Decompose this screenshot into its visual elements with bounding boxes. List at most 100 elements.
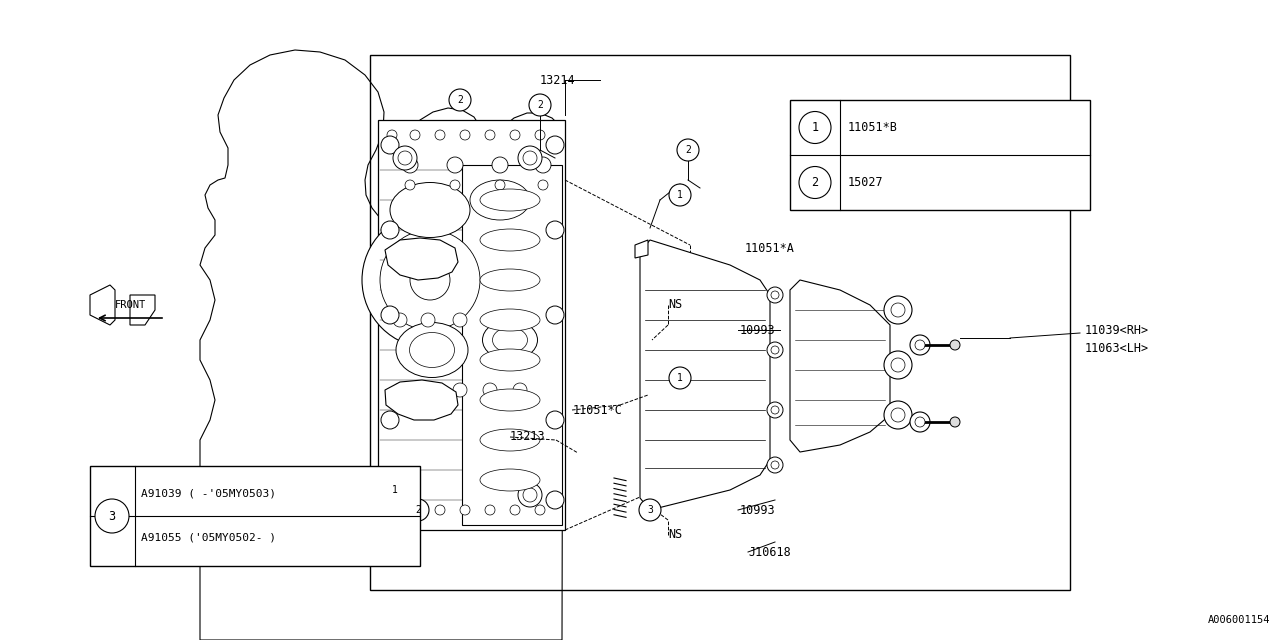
Polygon shape [131, 295, 155, 325]
Circle shape [799, 111, 831, 143]
Circle shape [547, 221, 564, 239]
Circle shape [387, 130, 397, 140]
Circle shape [950, 417, 960, 427]
Circle shape [387, 505, 397, 515]
Circle shape [915, 417, 925, 427]
Circle shape [639, 499, 660, 521]
Ellipse shape [470, 180, 530, 220]
Circle shape [910, 412, 931, 432]
Circle shape [447, 157, 463, 173]
Text: 10993: 10993 [740, 323, 776, 337]
Polygon shape [378, 120, 564, 530]
Circle shape [381, 491, 399, 509]
Circle shape [799, 166, 831, 198]
Circle shape [891, 358, 905, 372]
Circle shape [435, 130, 445, 140]
Circle shape [884, 296, 911, 324]
Circle shape [884, 351, 911, 379]
Circle shape [407, 499, 429, 521]
Ellipse shape [480, 429, 540, 451]
Circle shape [384, 479, 406, 501]
Text: 13214: 13214 [540, 74, 576, 86]
Circle shape [884, 401, 911, 429]
Text: 2: 2 [457, 95, 463, 105]
Polygon shape [385, 238, 458, 280]
Polygon shape [385, 380, 458, 420]
Circle shape [767, 402, 783, 418]
Polygon shape [635, 240, 648, 258]
Ellipse shape [480, 189, 540, 211]
Circle shape [767, 287, 783, 303]
Circle shape [410, 505, 420, 515]
Circle shape [398, 488, 412, 502]
Circle shape [404, 180, 415, 190]
Text: 2: 2 [415, 505, 421, 515]
Text: A91055 ('05MY0502- ): A91055 ('05MY0502- ) [141, 533, 276, 543]
Text: 13213: 13213 [509, 431, 545, 444]
Text: J10618: J10618 [748, 545, 791, 559]
Text: 2: 2 [685, 145, 691, 155]
Circle shape [449, 89, 471, 111]
Text: FRONT: FRONT [114, 300, 146, 310]
Circle shape [771, 406, 780, 414]
Text: 11051*C: 11051*C [573, 403, 623, 417]
Bar [370, 55, 1070, 590]
Text: 11039<RH>: 11039<RH> [1085, 323, 1149, 337]
Polygon shape [200, 50, 564, 640]
Circle shape [513, 383, 527, 397]
Text: 3: 3 [109, 509, 115, 522]
Text: 11063<LH>: 11063<LH> [1085, 342, 1149, 355]
Text: A91039 ( -'05MY0503): A91039 ( -'05MY0503) [141, 489, 276, 499]
Circle shape [950, 340, 960, 350]
Ellipse shape [410, 333, 454, 367]
Text: 11051*A: 11051*A [745, 241, 795, 255]
Circle shape [393, 146, 417, 170]
Circle shape [771, 461, 780, 469]
Circle shape [393, 383, 407, 397]
Circle shape [483, 383, 497, 397]
Ellipse shape [493, 328, 527, 353]
Circle shape [381, 136, 399, 154]
Circle shape [421, 313, 435, 327]
Polygon shape [462, 165, 562, 525]
Text: 3: 3 [648, 505, 653, 515]
Circle shape [381, 306, 399, 324]
Circle shape [410, 130, 420, 140]
Circle shape [485, 130, 495, 140]
Circle shape [547, 411, 564, 429]
Text: NS: NS [668, 529, 682, 541]
Ellipse shape [480, 309, 540, 331]
Text: NS: NS [668, 298, 682, 312]
Text: 1: 1 [392, 485, 398, 495]
Bar [790, 100, 1091, 210]
Circle shape [518, 146, 541, 170]
Circle shape [485, 505, 495, 515]
Text: 11051*B: 11051*B [849, 121, 897, 134]
Circle shape [547, 491, 564, 509]
Circle shape [915, 340, 925, 350]
Polygon shape [90, 285, 115, 325]
Circle shape [677, 139, 699, 161]
Ellipse shape [483, 320, 538, 360]
Polygon shape [790, 280, 890, 452]
Circle shape [451, 180, 460, 190]
Circle shape [771, 291, 780, 299]
Bar [90, 466, 420, 566]
Circle shape [547, 306, 564, 324]
Ellipse shape [396, 323, 468, 378]
Circle shape [910, 335, 931, 355]
Text: 1: 1 [677, 373, 684, 383]
Polygon shape [640, 240, 771, 510]
Circle shape [669, 367, 691, 389]
Circle shape [538, 180, 548, 190]
Circle shape [513, 313, 527, 327]
Text: 10993: 10993 [740, 504, 776, 516]
Circle shape [435, 505, 445, 515]
Circle shape [381, 221, 399, 239]
Circle shape [535, 130, 545, 140]
Circle shape [891, 408, 905, 422]
Ellipse shape [480, 269, 540, 291]
Ellipse shape [480, 349, 540, 371]
Circle shape [460, 130, 470, 140]
Circle shape [393, 483, 417, 507]
